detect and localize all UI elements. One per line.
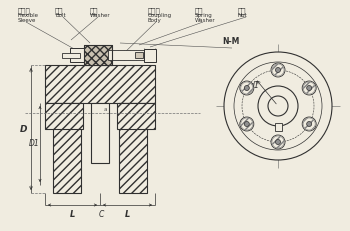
Text: L: L	[125, 210, 130, 219]
Bar	[84, 45, 112, 65]
Circle shape	[302, 117, 316, 131]
Bar	[144, 49, 156, 61]
Bar	[45, 103, 83, 129]
Text: Bolt: Bolt	[55, 13, 66, 18]
Text: 联轴节: 联轴节	[148, 7, 161, 14]
Circle shape	[307, 85, 312, 91]
Bar	[45, 65, 155, 103]
Circle shape	[302, 81, 316, 95]
Text: L: L	[70, 210, 75, 219]
Circle shape	[244, 122, 249, 127]
Text: Flexible
Sleeve: Flexible Sleeve	[18, 13, 39, 23]
Text: 弹垫: 弹垫	[195, 7, 203, 14]
Circle shape	[271, 63, 285, 77]
Bar	[62, 52, 80, 58]
Text: 垫圈: 垫圈	[90, 7, 98, 14]
Text: 弹性套: 弹性套	[18, 7, 31, 14]
Bar	[117, 103, 155, 129]
Circle shape	[271, 135, 285, 149]
Text: D1: D1	[29, 140, 39, 149]
Circle shape	[268, 96, 288, 116]
Bar	[91, 103, 109, 163]
Bar	[135, 52, 143, 58]
Bar	[274, 123, 281, 131]
Text: d1: d1	[250, 81, 260, 90]
Circle shape	[307, 122, 312, 127]
Text: Spring
Washer: Spring Washer	[195, 13, 216, 23]
Text: C: C	[98, 210, 104, 219]
Circle shape	[275, 67, 280, 73]
Text: a: a	[103, 107, 107, 112]
Circle shape	[258, 86, 298, 126]
Text: D: D	[20, 125, 28, 134]
Text: Washer: Washer	[90, 13, 111, 18]
Circle shape	[224, 52, 332, 160]
Text: 螺母: 螺母	[238, 7, 246, 14]
Circle shape	[275, 140, 280, 145]
Circle shape	[244, 85, 249, 91]
Bar	[53, 103, 81, 193]
Bar	[108, 50, 146, 60]
Text: N-M: N-M	[222, 37, 239, 46]
Text: 柱销: 柱销	[55, 7, 63, 14]
Bar	[119, 103, 147, 193]
Text: Coupling
Body: Coupling Body	[148, 13, 172, 23]
Bar	[84, 45, 112, 65]
Bar	[70, 48, 84, 62]
Circle shape	[240, 117, 254, 131]
Circle shape	[240, 81, 254, 95]
Text: Nut: Nut	[238, 13, 248, 18]
Circle shape	[234, 62, 322, 150]
